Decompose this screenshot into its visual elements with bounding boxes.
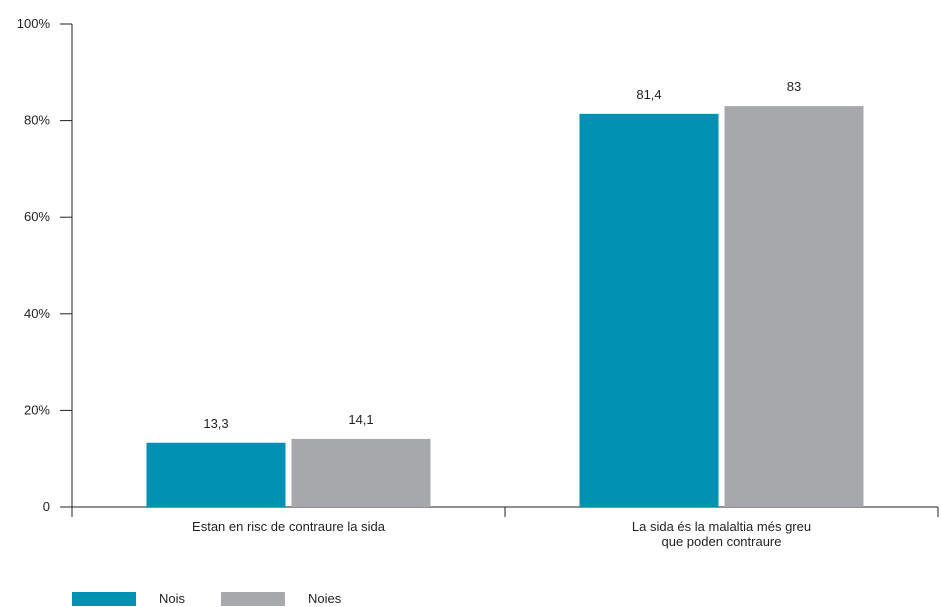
legend-swatch-nois [72, 591, 136, 606]
bar-nois-0 [146, 442, 286, 507]
y-tick-label: 60% [24, 209, 50, 224]
data-label-noies-1: 83 [787, 79, 801, 94]
x-axis [71, 506, 939, 517]
legend-item-noies: Noies [221, 591, 341, 606]
y-tick-label: 100% [17, 16, 51, 31]
y-tick-label: 80% [24, 113, 50, 128]
bar-noies-0 [291, 438, 431, 507]
data-label-nois-1: 81,4 [636, 87, 661, 102]
legend-label-nois: Nois [159, 591, 186, 606]
data-labels: 13,3 14,1 81,4 83 [203, 79, 801, 431]
legend-label-noies: Noies [308, 591, 342, 606]
category-labels: Estan en risc de contraure la sida La sid… [192, 519, 811, 549]
data-label-nois-0: 13,3 [203, 416, 228, 431]
category-label-1: La sida és la malaltia més greu [632, 519, 811, 534]
legend-swatch-noies [221, 591, 286, 606]
category-label-0: Estan en risc de contraure la sida [192, 519, 386, 534]
legend: Nois Noies [72, 591, 377, 606]
bar-nois-1 [579, 113, 719, 507]
bars [146, 106, 864, 508]
y-axis: 0 20% 40% 60% 80% 100% [17, 16, 73, 517]
y-tick-label: 40% [24, 306, 50, 321]
y-tick-label: 20% [24, 402, 50, 417]
category-label-1: que poden contraure [662, 534, 782, 549]
bar-noies-1 [724, 106, 864, 508]
data-label-noies-0: 14,1 [348, 412, 373, 427]
legend-item-nois: Nois [72, 591, 185, 606]
y-tick-label: 0 [43, 499, 50, 514]
